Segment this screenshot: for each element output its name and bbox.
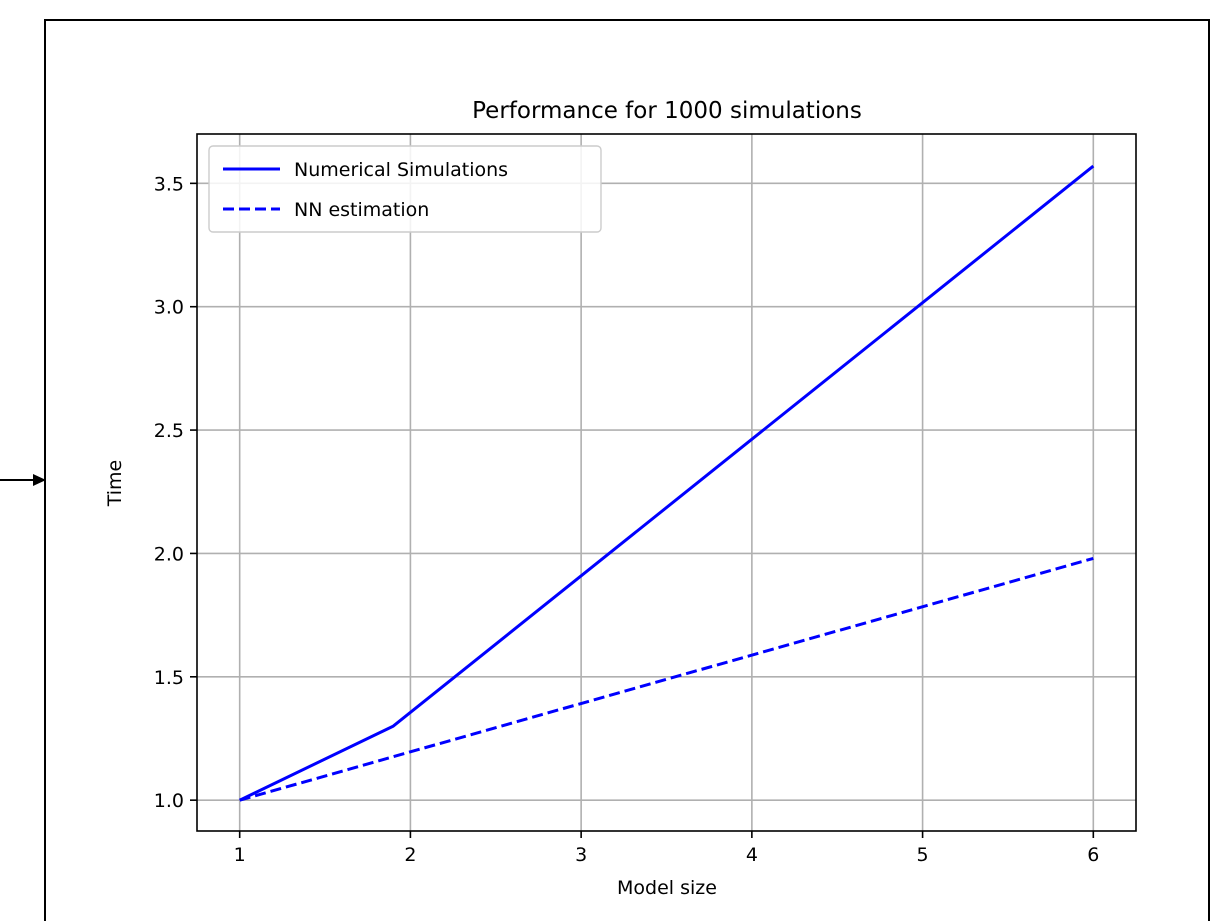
y-tick-label: 1.5 [154, 667, 184, 689]
y-tick-label: 2.5 [154, 420, 184, 442]
legend-box [208, 145, 602, 233]
series-line-numerical-simulations [239, 164, 1095, 802]
x-tick-label: 2 [404, 844, 416, 866]
grid [197, 134, 1136, 831]
series-lines [239, 164, 1095, 802]
chart-title: Performance for 1000 simulations [472, 98, 862, 124]
y-axis-title: Time [104, 460, 126, 508]
legend-label-nn-estimation: NN estimation [294, 199, 429, 221]
figure-frame [44, 19, 1210, 921]
series-line-nn-estimation [239, 556, 1094, 802]
incoming-arrow-head [33, 474, 46, 486]
x-tick-label: 4 [746, 844, 758, 866]
y-tick-label: 1.0 [154, 790, 184, 812]
axis-ticks: 1 2 3 4 5 6 1.0 1.5 2.0 2.5 3.0 3.5 [154, 173, 1100, 866]
x-tick-label: 5 [917, 844, 929, 866]
y-tick-label: 2.0 [154, 543, 184, 565]
legend: Numerical Simulations NN estimation [208, 145, 602, 233]
x-tick-label: 6 [1087, 844, 1099, 866]
plot-area-frame [196, 133, 1137, 832]
y-tick-label: 3.5 [154, 173, 184, 195]
x-tick-label: 1 [234, 844, 246, 866]
y-tick-label: 3.0 [154, 297, 184, 319]
x-tick-label: 3 [575, 844, 587, 866]
x-axis-title: Model size [617, 877, 717, 899]
legend-label-numerical-simulations: Numerical Simulations [294, 159, 508, 181]
